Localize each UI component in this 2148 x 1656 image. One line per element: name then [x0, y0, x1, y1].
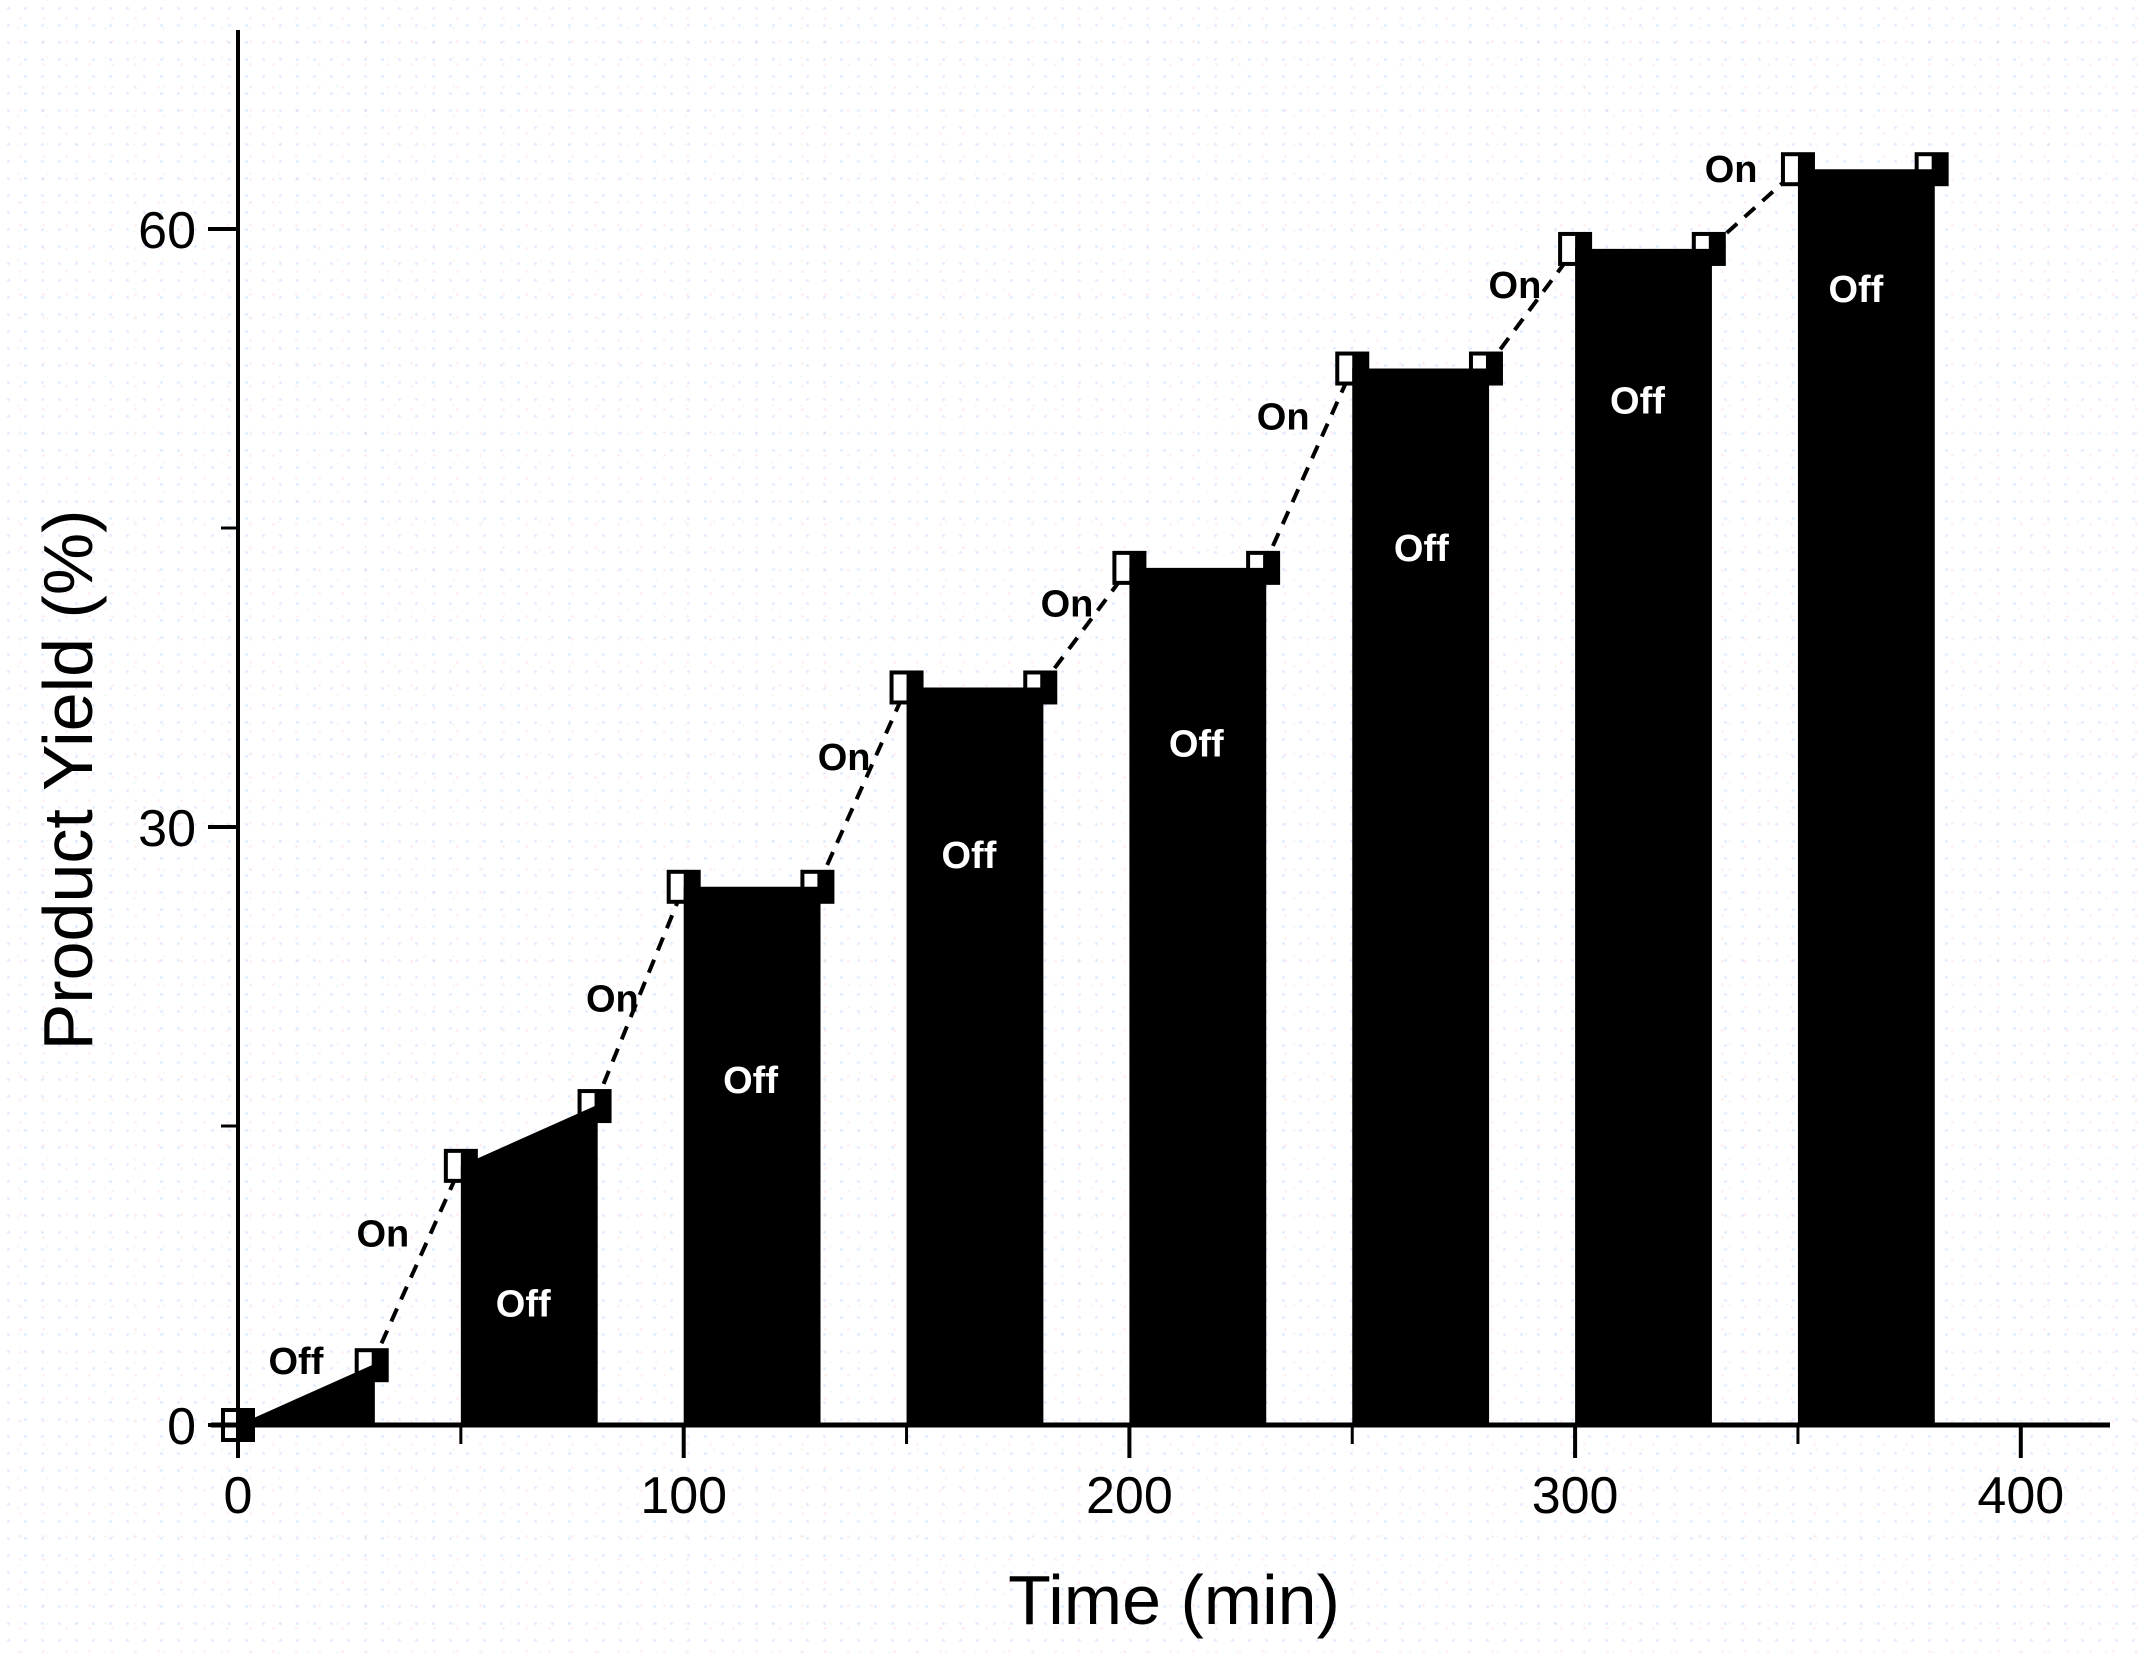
off-filled-area	[1797, 169, 1935, 1425]
on-dashed-lines-layer	[369, 167, 1800, 1367]
off-label: Off	[1394, 528, 1449, 570]
marker-right-half	[1708, 233, 1724, 264]
on-dashed-line	[1038, 566, 1132, 689]
x-tick-label: 300	[1532, 1467, 1619, 1525]
off-filled-area	[906, 687, 1044, 1425]
off-label: Off	[269, 1341, 324, 1383]
marker-right-half	[1263, 552, 1279, 583]
on-label: On	[1489, 265, 1542, 307]
y-tick-label: 60	[138, 202, 196, 260]
off-label: Off	[496, 1283, 551, 1325]
on-dashed-line	[815, 686, 909, 888]
off-label: Off	[1610, 380, 1665, 422]
off-filled-area	[683, 886, 821, 1425]
y-axis-title: Product Yield (%)	[29, 510, 107, 1051]
x-tick-label: 0	[224, 1467, 253, 1525]
on-label: On	[818, 737, 871, 779]
x-tick-label: 200	[1086, 1467, 1173, 1525]
marker-right-half	[594, 1091, 610, 1122]
y-tick-label: 30	[138, 800, 196, 858]
on-dashed-line	[369, 1165, 463, 1367]
x-tick-label: 400	[1977, 1467, 2064, 1525]
off-label: Off	[942, 835, 997, 877]
on-label: On	[356, 1214, 409, 1256]
on-label: On	[1041, 584, 1094, 626]
off-filled-area	[1575, 248, 1712, 1425]
marker-right-half	[371, 1350, 387, 1381]
on-off-labels-layer: On On On On On On On Off Off Off Off Off Off Off Off	[269, 149, 1884, 1383]
marker-right-half	[817, 871, 833, 902]
on-dashed-line	[1261, 367, 1355, 569]
axes-layer	[208, 30, 2110, 1458]
y-tick-label: 0	[167, 1398, 196, 1456]
x-axis-title: Time (min)	[1008, 1561, 1340, 1639]
on-dashed-line	[1484, 247, 1577, 370]
off-label: Off	[1169, 723, 1224, 765]
off-filled-area	[460, 1106, 598, 1425]
off-label: Off	[723, 1060, 778, 1102]
off-filled-area	[1352, 368, 1490, 1425]
tick-labels-layer: 0 100 200 300 400 0 30 60	[138, 202, 2064, 1525]
on-label: On	[1257, 396, 1310, 438]
on-label: On	[1705, 149, 1758, 191]
marker-right-half	[1931, 154, 1947, 185]
off-filled-area	[238, 1365, 375, 1425]
marker-right-half	[1485, 353, 1501, 384]
on-dashed-line	[592, 886, 686, 1107]
x-tick-label: 100	[640, 1467, 727, 1525]
off-filled-areas-layer	[238, 169, 1935, 1425]
off-filled-area	[1129, 567, 1267, 1425]
on-label: On	[586, 978, 639, 1020]
off-label: Off	[1828, 269, 1883, 311]
marker-right-half	[1040, 672, 1056, 703]
